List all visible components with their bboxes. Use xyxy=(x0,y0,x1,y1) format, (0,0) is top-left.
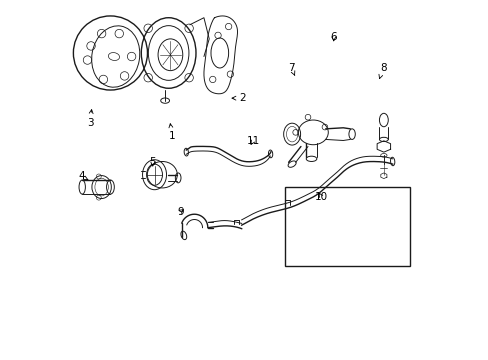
Text: 8: 8 xyxy=(378,63,386,78)
Text: 10: 10 xyxy=(314,192,327,202)
Text: 7: 7 xyxy=(287,63,294,76)
Text: 6: 6 xyxy=(330,32,336,42)
Text: 2: 2 xyxy=(231,93,245,103)
Text: 4: 4 xyxy=(78,171,88,181)
Text: 5: 5 xyxy=(149,157,156,167)
Bar xyxy=(285,187,409,266)
Text: 11: 11 xyxy=(246,136,259,146)
Text: 1: 1 xyxy=(168,124,175,141)
Text: 3: 3 xyxy=(86,109,93,128)
Text: 9: 9 xyxy=(177,207,183,217)
